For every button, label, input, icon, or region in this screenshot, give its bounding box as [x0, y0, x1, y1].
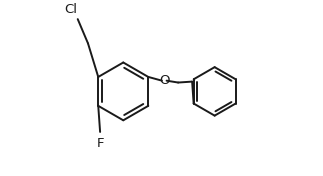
- Text: O: O: [159, 74, 169, 87]
- Text: F: F: [96, 137, 104, 150]
- Text: Cl: Cl: [64, 3, 77, 16]
